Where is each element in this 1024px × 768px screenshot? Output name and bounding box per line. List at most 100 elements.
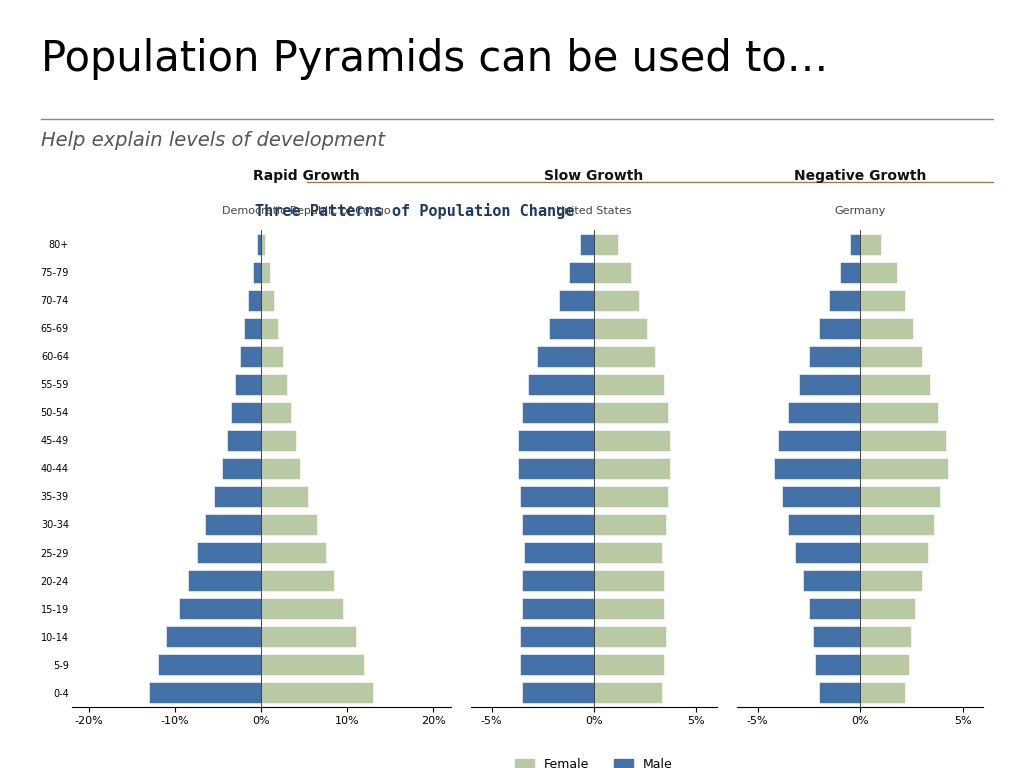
Bar [819,682,860,703]
Bar [594,234,618,255]
Text: Germany: Germany [835,206,886,216]
Bar [261,570,334,591]
Bar [261,458,300,479]
Bar [524,542,594,563]
Bar [188,570,261,591]
Bar [214,486,261,507]
Bar [261,290,274,311]
Bar [179,598,261,619]
Bar [261,318,279,339]
Bar [594,346,655,367]
Bar [158,654,261,675]
Bar [809,598,860,619]
Bar [860,598,915,619]
Bar [520,626,594,647]
Bar [782,486,860,507]
Bar [778,430,860,451]
Bar [594,430,670,451]
Bar [166,626,261,647]
Text: United States: United States [556,206,632,216]
Bar [522,682,594,703]
Bar [795,542,860,563]
Bar [261,262,269,283]
Bar [799,374,860,395]
Bar [850,234,860,255]
Text: Democratic Republic of Congo: Democratic Republic of Congo [222,206,391,216]
Bar [261,598,343,619]
Bar [594,570,664,591]
Bar [580,234,594,255]
Text: Three Patterns of Population Change: Three Patterns of Population Change [255,204,574,219]
Bar [803,570,860,591]
Bar [244,318,261,339]
Bar [520,486,594,507]
Bar [594,318,647,339]
Bar [594,290,639,311]
Bar [236,374,261,395]
Bar [860,542,928,563]
Bar [860,234,881,255]
Bar [261,234,265,255]
Bar [594,402,668,423]
Bar [594,374,664,395]
Bar [860,318,913,339]
Bar [522,402,594,423]
Bar [788,514,860,535]
Bar [860,570,922,591]
Bar [261,486,308,507]
Bar [261,514,317,535]
Bar [261,626,356,647]
Text: Rapid Growth: Rapid Growth [253,169,360,183]
Bar [594,598,664,619]
Bar [150,682,261,703]
Bar [559,290,594,311]
Text: Help explain levels of development: Help explain levels of development [41,131,385,150]
Legend: Female, Male: Female, Male [510,753,678,768]
Bar [594,262,631,283]
Bar [253,262,261,283]
Bar [860,682,905,703]
Bar [860,458,948,479]
Bar [829,290,860,311]
Bar [569,262,594,283]
Bar [522,570,594,591]
Bar [594,626,666,647]
Bar [261,374,287,395]
Bar [813,626,860,647]
Bar [840,262,860,283]
Bar [197,542,261,563]
Bar [594,486,668,507]
Bar [860,626,911,647]
Bar [860,374,930,395]
Bar [240,346,261,367]
Text: Negative Growth: Negative Growth [794,169,927,183]
Bar [815,654,860,675]
Bar [860,402,938,423]
Bar [518,458,594,479]
Bar [257,234,261,255]
Text: Slow Growth: Slow Growth [545,169,643,183]
Bar [226,430,261,451]
Bar [222,458,261,479]
Bar [549,318,594,339]
Bar [860,346,922,367]
Bar [860,514,934,535]
Bar [594,514,666,535]
Bar [860,486,940,507]
Bar [860,262,897,283]
Bar [248,290,261,311]
Bar [261,346,283,367]
Bar [261,654,365,675]
Bar [594,458,670,479]
Text: Population Pyramids can be used to…: Population Pyramids can be used to… [41,38,828,81]
Bar [594,682,662,703]
Bar [261,682,373,703]
Bar [518,430,594,451]
Bar [528,374,594,395]
Bar [860,430,946,451]
Bar [774,458,860,479]
Bar [537,346,594,367]
Bar [809,346,860,367]
Bar [522,514,594,535]
Bar [819,318,860,339]
